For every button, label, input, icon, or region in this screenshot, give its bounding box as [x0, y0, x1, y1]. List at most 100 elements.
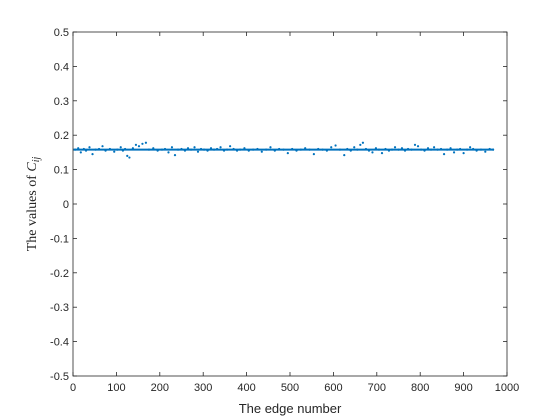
data-point: [321, 148, 324, 151]
x-tick-label: 200: [151, 382, 169, 394]
y-axis-label-math: C: [25, 162, 40, 172]
data-point: [222, 149, 226, 152]
data-point: [126, 154, 129, 157]
data-point: [137, 145, 141, 148]
data-point: [123, 147, 127, 151]
data-point: [479, 148, 483, 151]
data-point: [160, 148, 164, 151]
data-point: [346, 147, 349, 151]
data-point: [278, 147, 281, 151]
data-point: [330, 146, 333, 149]
data-point: [252, 148, 255, 151]
data-point: [273, 149, 276, 152]
data-point: [209, 147, 213, 150]
x-tick-label: 800: [411, 382, 429, 394]
x-tick-label: 300: [194, 382, 212, 394]
data-point: [113, 150, 116, 153]
y-axis-ticks: -0.5 -0.4 -0.3 -0.2 -0.1 0 0.1 0.2 0.3 0.4 0.5: [50, 27, 507, 383]
data-point: [256, 147, 259, 151]
y-tick-label: 0.2: [54, 130, 69, 142]
data-point: [156, 149, 159, 152]
data-point: [196, 150, 200, 153]
data-point: [84, 149, 88, 152]
data-point: [299, 148, 302, 151]
x-tick-label: 400: [237, 382, 255, 394]
plot-area: [73, 32, 507, 376]
data-point: [180, 147, 183, 151]
data-point: [459, 147, 462, 151]
data-point: [334, 144, 337, 147]
data-point: [282, 148, 285, 151]
data-point: [359, 143, 362, 146]
data-point: [343, 154, 346, 157]
data-point: [413, 143, 417, 146]
data-point: [104, 149, 107, 152]
data-point: [432, 146, 436, 149]
data-point: [94, 148, 97, 151]
data-point: [317, 147, 320, 151]
data-point: [367, 149, 371, 152]
data-point: [235, 149, 239, 152]
y-tick-label: -0.1: [50, 233, 69, 245]
data-point: [74, 148, 77, 151]
y-tick-label: -0.5: [50, 371, 69, 383]
data-point: [202, 148, 206, 151]
data-point: [189, 148, 193, 151]
x-tick-label: 1000: [495, 382, 519, 394]
data-point: [403, 149, 407, 152]
data-point: [163, 147, 167, 151]
data-point: [419, 148, 423, 151]
data-point: [338, 148, 342, 151]
data-point: [377, 148, 381, 151]
data-point: [397, 148, 400, 151]
data-point: [121, 149, 125, 152]
data-point: [465, 148, 469, 151]
y-tick-label: 0.1: [54, 165, 69, 177]
data-point: [141, 142, 144, 145]
y-tick-label: 0: [63, 199, 69, 211]
data-point: [380, 151, 384, 155]
data-point: [304, 147, 307, 150]
x-tick-label: 500: [281, 382, 299, 394]
data-point: [462, 151, 465, 155]
data-point: [410, 148, 413, 151]
y-tick-label: 0.4: [54, 61, 69, 73]
data-point: [452, 151, 456, 154]
data-point: [484, 150, 487, 153]
data-point: [247, 149, 250, 152]
data-point: [353, 146, 356, 149]
data-point: [116, 148, 119, 151]
data-point: [426, 147, 430, 150]
data-point: [77, 147, 80, 150]
data-point: [269, 146, 272, 149]
data-point: [219, 146, 222, 149]
data-point: [229, 145, 232, 148]
data-point: [265, 148, 268, 151]
x-tick-label: 700: [368, 382, 386, 394]
data-point: [215, 147, 219, 151]
y-tick-label: -0.4: [50, 337, 69, 349]
x-axis-label: The edge number: [239, 401, 342, 416]
data-point: [364, 147, 368, 151]
data-point: [286, 151, 289, 155]
data-point: [79, 151, 82, 154]
data-point: [472, 147, 475, 151]
data-point: [108, 147, 111, 151]
data-point: [387, 149, 391, 152]
data-point: [147, 148, 151, 151]
data-point: [423, 149, 426, 152]
data-point: [446, 148, 449, 151]
data-point: [128, 156, 131, 159]
data-point: [349, 149, 352, 152]
y-tick-label: -0.2: [50, 268, 69, 280]
data-point: [152, 147, 155, 150]
data-point: [260, 150, 263, 153]
data-point: [390, 148, 394, 151]
data-point: [469, 146, 472, 149]
x-tick-label: 600: [324, 382, 342, 394]
data-point: [406, 147, 410, 151]
y-axis-label-text: The values of: [25, 172, 40, 252]
data-point: [243, 147, 246, 150]
data-point: [170, 146, 174, 149]
